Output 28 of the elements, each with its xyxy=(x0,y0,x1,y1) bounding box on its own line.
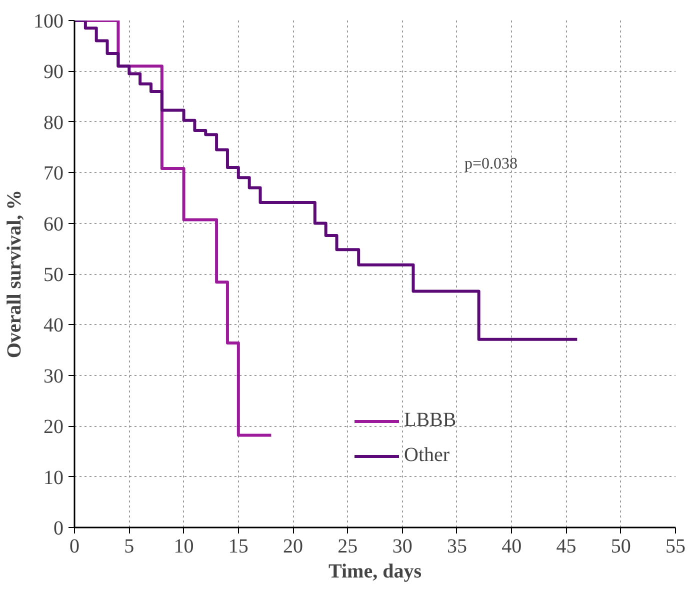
y-tick-label: 10 xyxy=(44,466,64,489)
x-tick-label: 15 xyxy=(228,536,248,558)
x-tick-label: 45 xyxy=(556,536,576,558)
x-tick-label: 0 xyxy=(70,536,80,558)
x-tick-label: 40 xyxy=(502,536,522,558)
x-tick-label: 50 xyxy=(610,536,631,558)
y-tick-label: 90 xyxy=(44,61,64,84)
y-axis-title: Overall survival, % xyxy=(4,190,26,358)
legend-label: LBBB xyxy=(404,409,456,432)
y-tick-label: 60 xyxy=(44,213,64,236)
x-tick-label: 25 xyxy=(338,536,358,558)
x-tick-label: 20 xyxy=(283,536,304,558)
x-tick-label: 30 xyxy=(392,536,412,558)
y-tick-label: 50 xyxy=(44,264,64,286)
y-tick-label: 30 xyxy=(44,365,64,388)
y-tick-label: 20 xyxy=(44,416,64,438)
legend-label: Other xyxy=(404,444,450,467)
y-tick-label: 40 xyxy=(44,314,64,337)
y-tick-label: 0 xyxy=(54,518,64,540)
y-tick-label: 80 xyxy=(44,112,64,134)
x-tick-label: 5 xyxy=(124,536,134,558)
annotation: p=0.038 xyxy=(464,156,518,172)
x-axis-title: Time, days xyxy=(328,560,422,582)
x-tick-label: 10 xyxy=(174,536,194,558)
y-tick-label: 100 xyxy=(34,10,64,32)
x-tick-label: 35 xyxy=(446,536,467,558)
x-tick-label: 55 xyxy=(666,536,686,558)
y-tick-label: 70 xyxy=(44,162,64,185)
